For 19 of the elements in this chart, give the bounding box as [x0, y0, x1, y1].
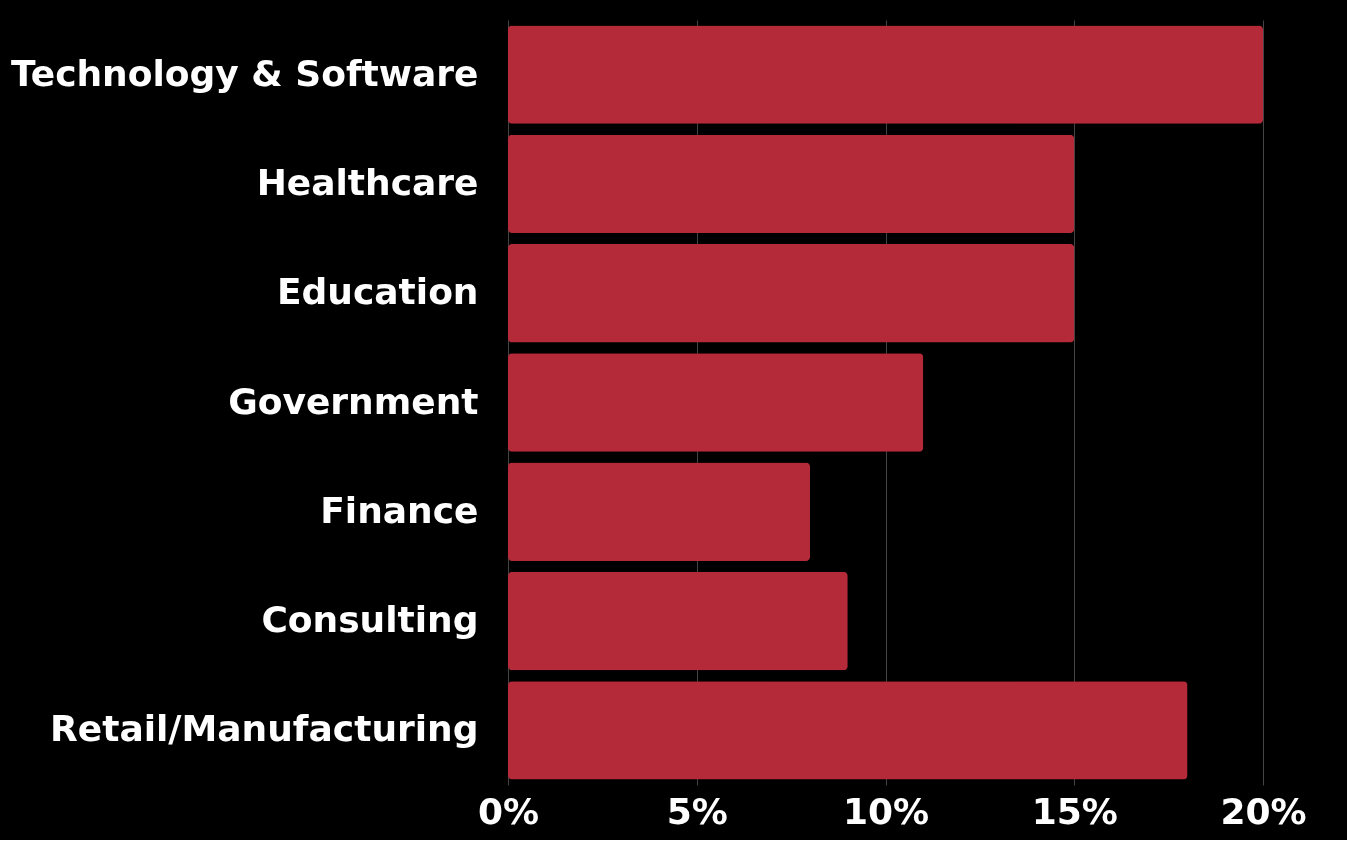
y-tick-label: Finance [320, 489, 479, 531]
y-tick-label: Healthcare [256, 161, 479, 203]
bar [508, 353, 924, 452]
bar [508, 681, 1188, 780]
bar [508, 462, 810, 561]
x-tick-label: 0% [477, 790, 540, 832]
y-tick-label: Consulting [261, 599, 479, 641]
x-tick-label: 15% [1031, 790, 1118, 832]
bar [508, 134, 1075, 234]
bar [508, 571, 848, 671]
bar [508, 25, 1263, 124]
x-tick-label: 10% [842, 790, 930, 832]
y-tick-label: Technology & Software [10, 52, 479, 94]
bar [508, 244, 1075, 343]
y-tick-label: Retail/Manufacturing [50, 708, 479, 750]
x-tick-label: 20% [1220, 790, 1307, 832]
y-tick-label: Government [228, 380, 479, 422]
y-tick-label: Education [276, 271, 479, 313]
x-tick-label: 5% [666, 790, 728, 832]
